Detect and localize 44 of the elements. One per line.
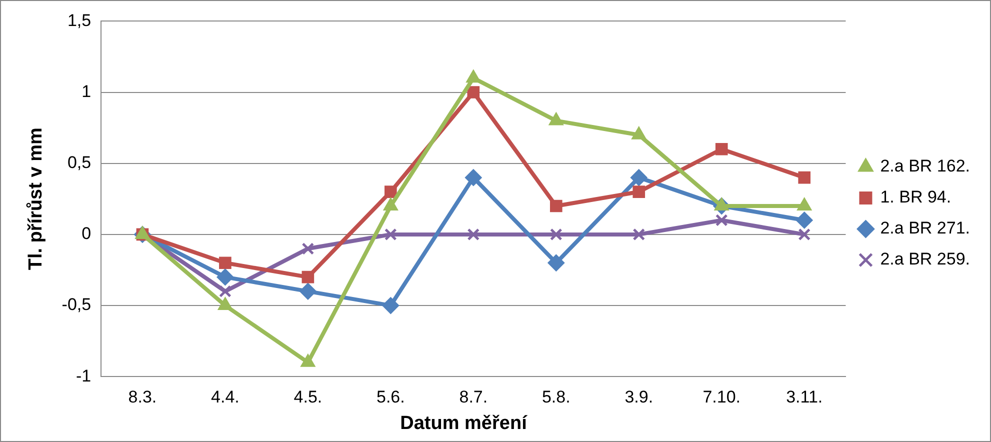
point	[630, 169, 648, 186]
x-tick-label: 3.11.	[786, 387, 823, 406]
point	[467, 228, 480, 241]
point	[550, 228, 562, 241]
point	[302, 270, 314, 284]
point	[384, 228, 397, 241]
legend-label: 2.a BR 259.	[880, 250, 970, 269]
point	[632, 228, 646, 241]
y-tick-label: -0,5	[62, 295, 92, 314]
y-tick-label: 1	[82, 82, 92, 101]
x-axis-title: Datum měření	[399, 413, 528, 435]
y-tick-label: -1	[76, 366, 92, 386]
point	[798, 171, 811, 184]
point	[216, 268, 234, 286]
point	[384, 186, 397, 198]
y-tick-label: 0,5	[67, 153, 92, 172]
point	[382, 297, 400, 314]
x-tick-label: 5.6.	[376, 387, 405, 406]
point	[798, 228, 811, 241]
point	[548, 254, 565, 272]
point	[715, 214, 728, 226]
point	[796, 212, 813, 229]
legend-label: 1. BR 94.	[880, 188, 952, 207]
x-tick-label: 4.4.	[211, 387, 240, 406]
point	[299, 282, 316, 300]
y-tick-label: 1,5	[67, 10, 92, 30]
legend-label: 2.a BR 162.	[880, 156, 970, 176]
x-tick-label: 8.7.	[459, 387, 488, 406]
point	[632, 186, 646, 198]
point	[219, 285, 232, 298]
point	[464, 169, 482, 186]
x-tick-label: 7.10.	[702, 387, 741, 406]
legend-label: 2.a BR 271.	[880, 218, 970, 238]
point	[550, 200, 562, 212]
x-tick-label: 5.8.	[542, 387, 570, 406]
point	[715, 142, 728, 156]
point	[302, 242, 314, 255]
x-tick-label: 3.9.	[624, 387, 654, 406]
y-axis-title: Tl. přírůst v mm	[26, 128, 47, 270]
point	[467, 86, 480, 98]
point	[219, 256, 232, 270]
y-tick-label: 0	[82, 224, 92, 244]
x-tick-label: 8.3.	[128, 387, 157, 406]
x-tick-label: 4.5.	[294, 387, 322, 406]
